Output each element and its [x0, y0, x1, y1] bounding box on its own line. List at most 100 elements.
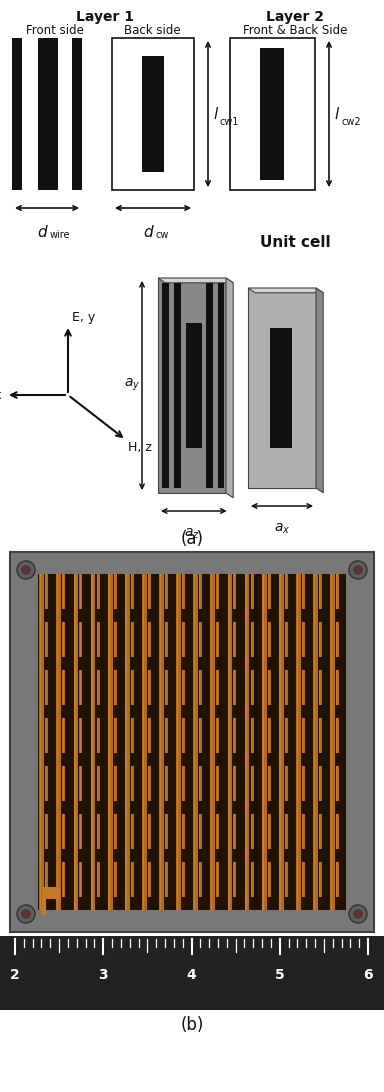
Bar	[96, 670, 99, 704]
Bar	[80, 670, 81, 704]
Bar	[230, 38, 315, 190]
Text: wire: wire	[50, 230, 71, 240]
Bar	[336, 719, 339, 752]
Bar	[268, 814, 269, 848]
Bar	[302, 765, 305, 800]
Bar	[79, 574, 83, 608]
Bar	[148, 765, 149, 800]
Bar	[233, 814, 237, 848]
Bar	[216, 622, 219, 656]
Bar	[62, 862, 65, 897]
Text: $\mathit{d}$: $\mathit{d}$	[37, 224, 49, 240]
Bar	[302, 719, 303, 752]
Bar	[211, 574, 212, 910]
Bar	[148, 670, 149, 704]
Text: 5: 5	[275, 968, 285, 982]
Bar	[97, 765, 98, 800]
Bar	[319, 814, 322, 848]
Bar	[182, 622, 185, 656]
Bar	[45, 814, 48, 848]
Bar	[262, 574, 266, 910]
Bar	[80, 622, 81, 656]
Bar	[114, 765, 117, 800]
Bar	[336, 574, 337, 608]
Bar	[268, 574, 269, 608]
Bar	[131, 719, 132, 752]
Bar	[96, 862, 99, 897]
Text: Layer 1: Layer 1	[76, 10, 134, 24]
Polygon shape	[226, 278, 233, 498]
Bar	[38, 574, 346, 910]
Bar	[248, 288, 316, 488]
Bar	[108, 574, 110, 910]
Text: $a_z$: $a_z$	[184, 527, 200, 542]
Bar	[336, 574, 339, 608]
Bar	[302, 765, 303, 800]
Text: cw2: cw2	[341, 117, 361, 127]
Bar	[45, 765, 48, 800]
Bar	[336, 765, 337, 800]
Bar	[302, 814, 305, 848]
Bar	[158, 278, 226, 492]
Circle shape	[353, 565, 363, 575]
Text: Front side: Front side	[26, 24, 84, 37]
Bar	[57, 574, 58, 910]
Bar	[45, 719, 48, 752]
Bar	[319, 862, 320, 897]
Bar	[112, 38, 194, 190]
Bar	[148, 862, 149, 897]
Text: (b): (b)	[180, 1016, 204, 1034]
Bar	[79, 622, 83, 656]
Bar	[96, 814, 99, 848]
Bar	[199, 814, 202, 848]
Bar	[45, 622, 48, 656]
Circle shape	[356, 912, 361, 916]
Bar	[114, 574, 115, 608]
Bar	[336, 862, 337, 897]
Bar	[199, 765, 202, 800]
Bar	[182, 765, 185, 800]
Bar	[285, 574, 288, 608]
Bar	[182, 719, 185, 752]
Bar	[233, 574, 237, 608]
Bar	[165, 622, 168, 656]
Bar	[131, 622, 132, 656]
Bar	[79, 719, 83, 752]
Bar	[131, 622, 134, 656]
Bar	[62, 670, 65, 704]
Bar	[97, 862, 98, 897]
Bar	[45, 719, 46, 752]
Bar	[194, 574, 198, 910]
Bar	[218, 283, 224, 488]
Bar	[131, 670, 134, 704]
Circle shape	[349, 905, 367, 923]
Polygon shape	[248, 288, 323, 293]
Bar	[330, 574, 335, 910]
Bar	[174, 283, 181, 488]
Bar	[165, 719, 168, 752]
Bar	[62, 765, 65, 800]
Circle shape	[23, 568, 28, 572]
Bar	[182, 862, 185, 897]
Bar	[234, 670, 235, 704]
Bar	[62, 574, 65, 608]
Bar	[285, 622, 288, 656]
Bar	[268, 670, 271, 704]
Text: 6: 6	[363, 968, 373, 982]
Bar	[45, 574, 48, 608]
Bar	[233, 862, 237, 897]
Bar	[216, 862, 219, 897]
Bar	[12, 38, 22, 190]
Bar	[302, 574, 305, 608]
Bar	[250, 574, 253, 608]
Bar	[182, 574, 185, 608]
Text: Back side: Back side	[124, 24, 180, 37]
Bar	[182, 765, 183, 800]
Text: $\mathit{l}$: $\mathit{l}$	[213, 106, 219, 122]
Bar	[165, 670, 168, 704]
Bar	[159, 574, 164, 910]
Bar	[216, 814, 219, 848]
Bar	[148, 574, 149, 608]
Bar	[245, 574, 247, 910]
Polygon shape	[158, 278, 233, 283]
